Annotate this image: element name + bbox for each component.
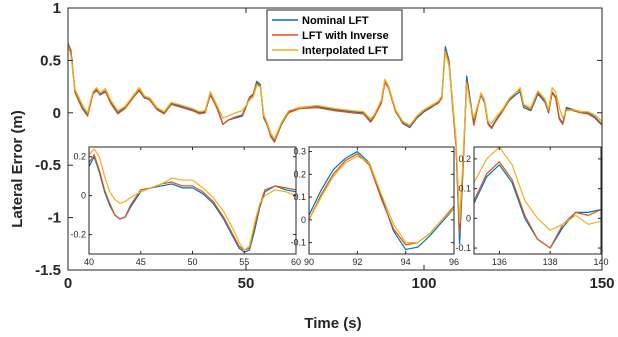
inset-2-lines <box>309 150 454 251</box>
inset-2-xtick-label: 92 <box>352 257 362 267</box>
main-xtick-label: 150 <box>589 275 614 292</box>
inset-1-ytick-label: -0.2 <box>70 230 86 240</box>
inset-2-ytick-label: 0.3 <box>293 147 306 157</box>
inset-3-ytick-label: 0.2 <box>458 154 471 164</box>
inset-2-series-series-1 <box>309 150 454 251</box>
main-ytick-label: 1 <box>53 0 61 17</box>
main-ytick-label: -1.5 <box>35 262 61 279</box>
inset-1-xtick-label: 40 <box>84 257 94 267</box>
inset-2-frame <box>308 146 455 255</box>
inset-3-xtick-label: 136 <box>492 257 507 267</box>
inset-1-ytick-label: 0.2 <box>73 152 86 162</box>
inset-3-background <box>474 147 601 254</box>
main-ytick-label: -0.5 <box>35 157 61 174</box>
inset-1-xtick-label: 45 <box>136 257 146 267</box>
main-series-lft-with-inverse <box>68 43 602 234</box>
x-axis-title: Time (s) <box>304 315 361 332</box>
inset-3-series-series-2 <box>474 161 601 249</box>
inset-2-xtick-label: 96 <box>449 257 459 267</box>
main-lines <box>68 43 602 245</box>
legend-label-lft-with-inverse: LFT with Inverse <box>302 30 389 42</box>
inset-plot-40-60: 40 45 50 55 60 -0.2 0 0.2 <box>70 146 301 267</box>
inset-1-series-series-2 <box>89 154 296 251</box>
inset-2-ytick-label: 0.1 <box>293 192 306 202</box>
inset-3-lines <box>474 147 601 249</box>
inset-plot-135-140: 136 138 140 -0.1 0 0.1 0.2 <box>455 146 609 267</box>
inset-3-series-series-3 <box>474 147 601 231</box>
inset-1-xtick-label: 55 <box>239 257 249 267</box>
inset-1-background <box>89 147 296 254</box>
inset-2-ytick-label: -0.1 <box>290 238 306 248</box>
inset-3-ytick-label: 0.1 <box>458 184 471 194</box>
inset-plot-90-96: 90 92 94 96 -0.1 0 0.1 0.2 0.3 <box>290 146 459 267</box>
inset-1-ytick-label: 0 <box>81 191 86 201</box>
main-frame <box>67 7 603 271</box>
inset-2-xtick-label: 94 <box>401 257 411 267</box>
main-ytick-label: 0.5 <box>40 52 61 69</box>
inset-3-xtick-label: 138 <box>543 257 558 267</box>
inset-3-frame <box>473 146 602 255</box>
inset-1-xtick-label: 60 <box>291 257 301 267</box>
main-xtick-label: 50 <box>238 275 255 292</box>
legend-label-nominal-lft: Nominal LFT <box>302 15 369 27</box>
main-ytick-label: -1 <box>48 210 61 227</box>
inset-3-xtick-label: 140 <box>593 257 608 267</box>
main-series-interpolated-lft <box>68 45 602 224</box>
inset-3-ytick-label: 0 <box>466 213 471 223</box>
legend: Nominal LFT LFT with Inverse Interpolate… <box>266 9 403 61</box>
inset-3-ytick-label: -0.1 <box>455 243 471 253</box>
inset-1-xtick-label: 50 <box>187 257 197 267</box>
inset-2-xtick-label: 90 <box>304 257 314 267</box>
inset-1-lines <box>89 148 296 253</box>
main-xtick-label: 0 <box>64 275 72 292</box>
legend-label-interpolated-lft: Interpolated LFT <box>302 45 388 57</box>
inset-2-ytick-label: 0 <box>301 215 306 225</box>
y-axis-title: Lateral Error (m) <box>9 110 26 228</box>
inset-1-series-series-3 <box>89 148 296 251</box>
inset-2-ytick-label: 0.2 <box>293 169 306 179</box>
main-xtick-label: 100 <box>411 275 436 292</box>
inset-2-series-series-3 <box>309 155 454 244</box>
main-ytick-label: 0 <box>53 105 61 122</box>
